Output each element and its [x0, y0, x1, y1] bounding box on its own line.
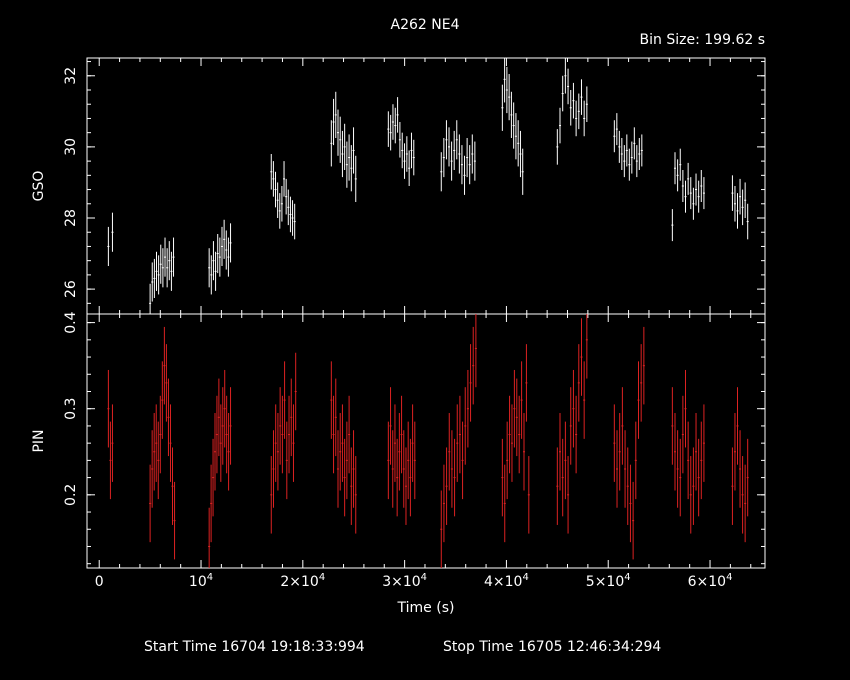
y-tick-label: 30: [63, 138, 79, 156]
panels-group: 26 28 30 32 GSO 0.2 0.3 0.4 PIN 0 104 2×104 3×104 4×1…: [31, 57, 766, 616]
chart-title: A262 NE4: [391, 17, 460, 33]
plot-frame: [86, 313, 766, 569]
x-tick-label: 0: [95, 574, 104, 590]
x-axis-label: Time (s): [397, 600, 455, 616]
y-tick-label: 26: [63, 280, 79, 298]
y-axis-label: GSO: [31, 171, 47, 202]
x-tick-label: 4×104: [484, 572, 529, 590]
bin-size-label: Bin Size: 199.62 s: [640, 32, 765, 48]
x-tick-label: 5×104: [586, 572, 631, 590]
y-tick-label: 0.2: [63, 484, 79, 506]
x-tick-label: 3×104: [382, 572, 427, 590]
y-tick-label: 0.3: [63, 398, 79, 420]
data-points: [107, 58, 749, 314]
x-tick-label: 6×104: [688, 572, 733, 590]
x-tick-label: 2×104: [280, 572, 325, 590]
y-axis-label: PIN: [31, 429, 47, 452]
panel-pin: 0.2 0.3 0.4 PIN 0 104 2×104 3×104 4×104 5×104 6×10…: [31, 311, 766, 616]
plot-frame: [86, 57, 766, 315]
start-time-label: Start Time 16704 19:18:33:994: [144, 639, 365, 655]
y-tick-label: 32: [63, 67, 79, 85]
panel-gso: 26 28 30 32 GSO: [31, 57, 766, 315]
stop-time-label: Stop Time 16705 12:46:34:294: [443, 639, 661, 655]
x-tick-label: 104: [189, 572, 213, 590]
y-tick-label: 28: [63, 209, 79, 227]
y-tick-label: 0.4: [63, 311, 79, 333]
data-points: [107, 314, 749, 568]
